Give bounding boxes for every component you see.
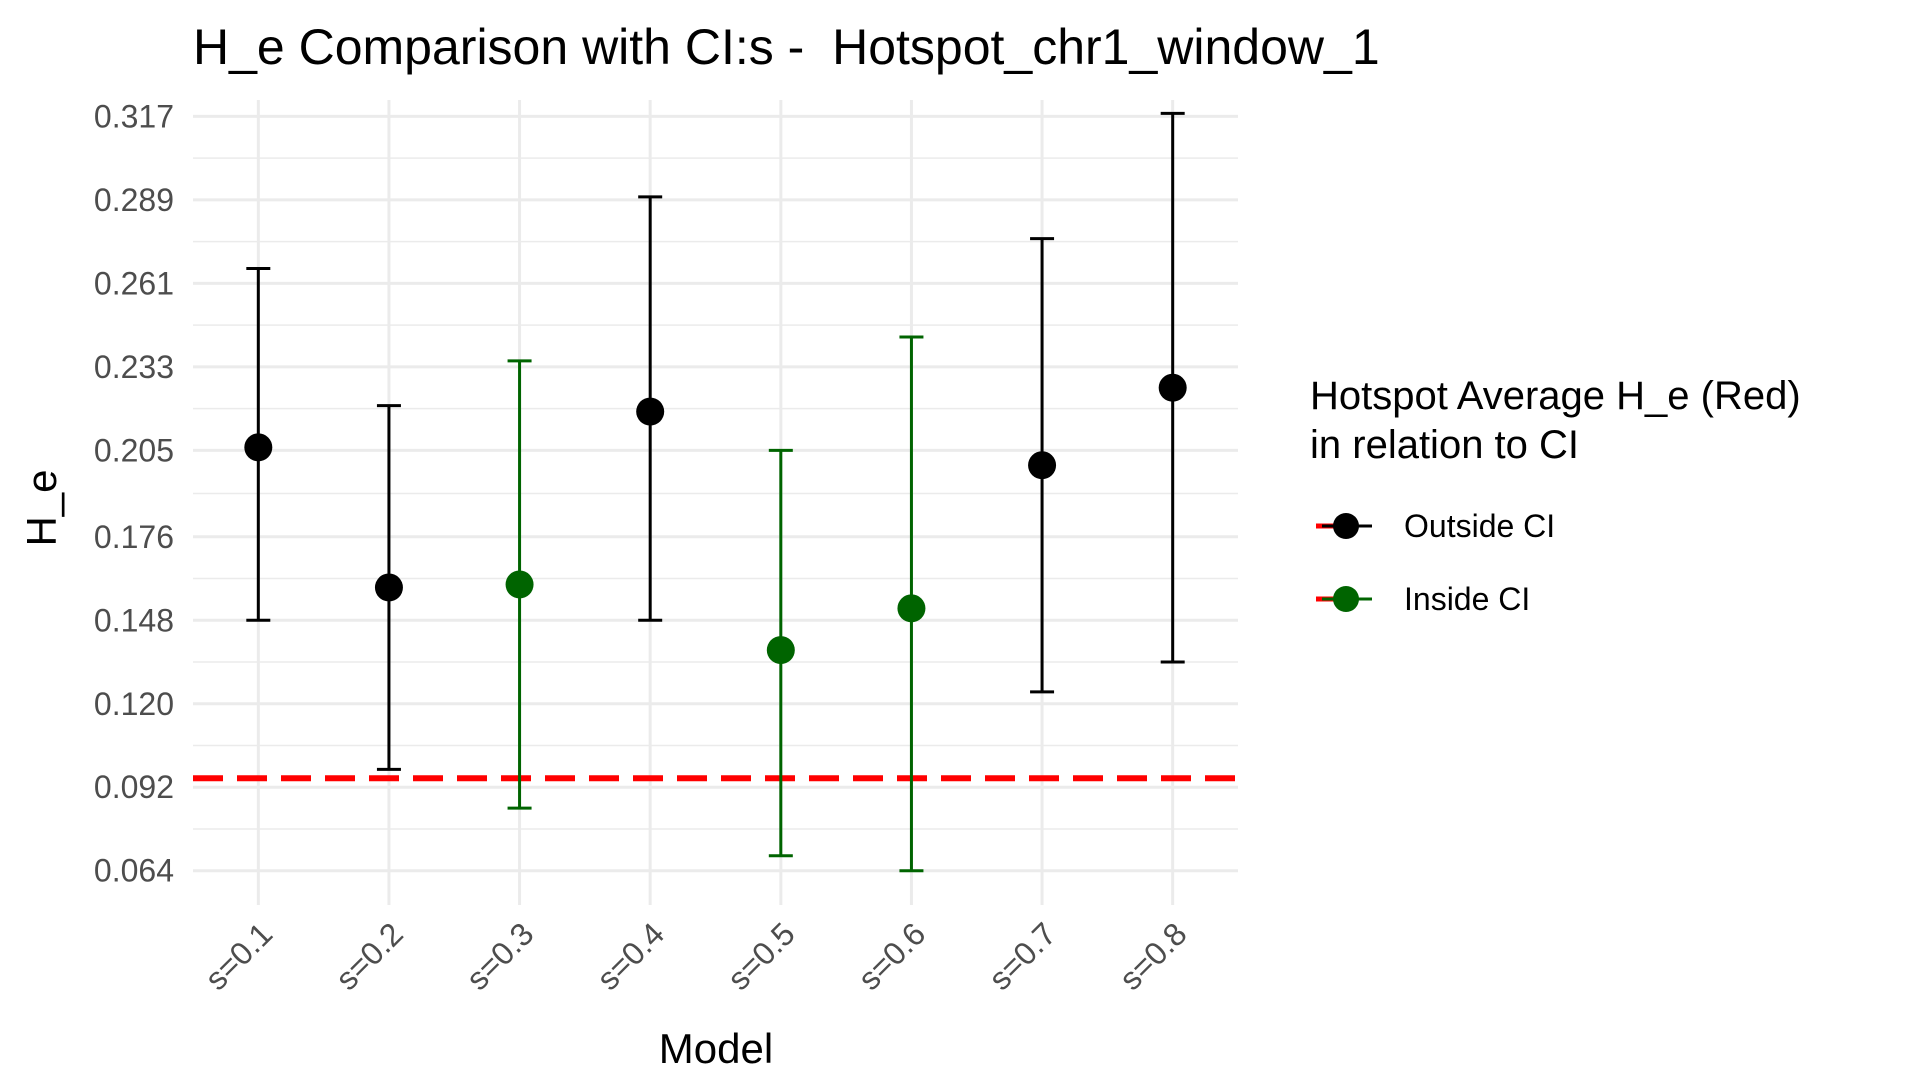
data-point	[897, 594, 926, 623]
data-point	[766, 636, 795, 665]
y-tick-label: 0.261	[94, 265, 174, 301]
legend-label: Outside CI	[1404, 508, 1555, 544]
legend: Hotspot Average H_e (Red) in relation to…	[1310, 374, 1801, 617]
data-point	[636, 397, 665, 426]
legend-entry: Inside CI	[1316, 581, 1530, 617]
y-tick-label: 0.092	[94, 769, 174, 805]
y-tick-label: 0.233	[94, 349, 174, 385]
y-tick-label: 0.205	[94, 432, 174, 468]
legend-label: Inside CI	[1404, 581, 1530, 617]
chart-title: H_e Comparison with CI:s - Hotspot_chr1_…	[193, 19, 1380, 75]
data-point	[244, 433, 273, 462]
y-tick-label: 0.317	[94, 98, 174, 134]
data-point	[505, 570, 534, 599]
legend-key-point	[1333, 586, 1359, 612]
data-point	[374, 573, 403, 602]
y-tick-label: 0.064	[94, 853, 174, 889]
legend-key-point	[1333, 513, 1359, 539]
legend-title-line-1: Hotspot Average H_e (Red)	[1310, 374, 1801, 418]
x-axis-title: Model	[659, 1025, 773, 1072]
y-axis-ticks: 0.064 0.092 0.120 0.148 0.176 0.205 0.233 0.261…	[94, 98, 174, 888]
y-tick-label: 0.289	[94, 182, 174, 218]
data-points	[244, 373, 1187, 665]
legend-entries: Outside CI Inside CI	[1316, 508, 1555, 617]
legend-entry: Outside CI	[1316, 508, 1555, 544]
data-point	[1158, 373, 1187, 402]
y-tick-label: 0.148	[94, 602, 174, 638]
data-point	[1028, 451, 1057, 480]
y-tick-label: 0.176	[94, 519, 174, 555]
y-axis-title: H_e	[18, 469, 65, 546]
y-tick-label: 0.120	[94, 686, 174, 722]
legend-title-line-2: in relation to CI	[1310, 423, 1579, 467]
